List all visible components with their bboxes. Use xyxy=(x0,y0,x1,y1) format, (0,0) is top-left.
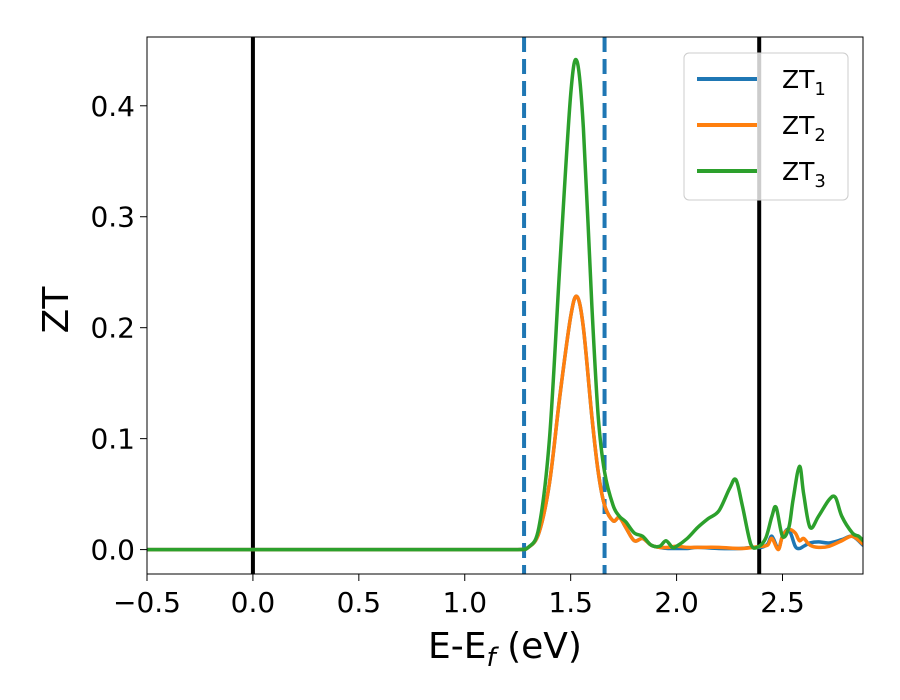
y-tick-label: 0.2 xyxy=(90,312,135,345)
x-tick-label: 2.0 xyxy=(654,586,699,619)
legend: ZT1 ZT2 ZT3 xyxy=(683,52,849,201)
plot-frame xyxy=(146,36,864,575)
y-axis-ticks: 0.0 0.1 0.2 0.3 0.4 xyxy=(90,90,147,567)
x-tick-label: 0.5 xyxy=(337,586,382,619)
legend-label: ZT3 xyxy=(782,157,826,192)
x-axis-ticks: −0.5 0.0 0.5 1.0 1.5 2.0 2.5 xyxy=(113,574,805,619)
series-lines xyxy=(147,57,863,552)
y-tick-label: 0.0 xyxy=(90,534,135,567)
x-tick-label: 1.0 xyxy=(442,586,487,619)
series-line-zt2 xyxy=(147,294,863,552)
y-axis-label: ZT xyxy=(36,286,77,334)
legend-box xyxy=(683,52,849,201)
x-tick-label: 2.5 xyxy=(760,586,805,619)
legend-entry-zt2: ZT2 xyxy=(697,111,826,146)
legend-label: ZT1 xyxy=(782,65,826,100)
series-line-zt3 xyxy=(147,57,863,552)
x-tick-label: 1.5 xyxy=(548,586,593,619)
legend-entry-zt3: ZT3 xyxy=(697,157,826,192)
x-tick-label: −0.5 xyxy=(113,586,181,619)
x-tick-label: 0.0 xyxy=(231,586,276,619)
x-axis-label: E-Ef (eV) xyxy=(428,626,582,673)
y-tick-label: 0.3 xyxy=(90,201,135,234)
legend-entry-zt1: ZT1 xyxy=(697,65,826,100)
legend-label: ZT2 xyxy=(782,111,826,146)
y-tick-label: 0.1 xyxy=(90,423,135,456)
y-tick-label: 0.4 xyxy=(90,90,135,123)
